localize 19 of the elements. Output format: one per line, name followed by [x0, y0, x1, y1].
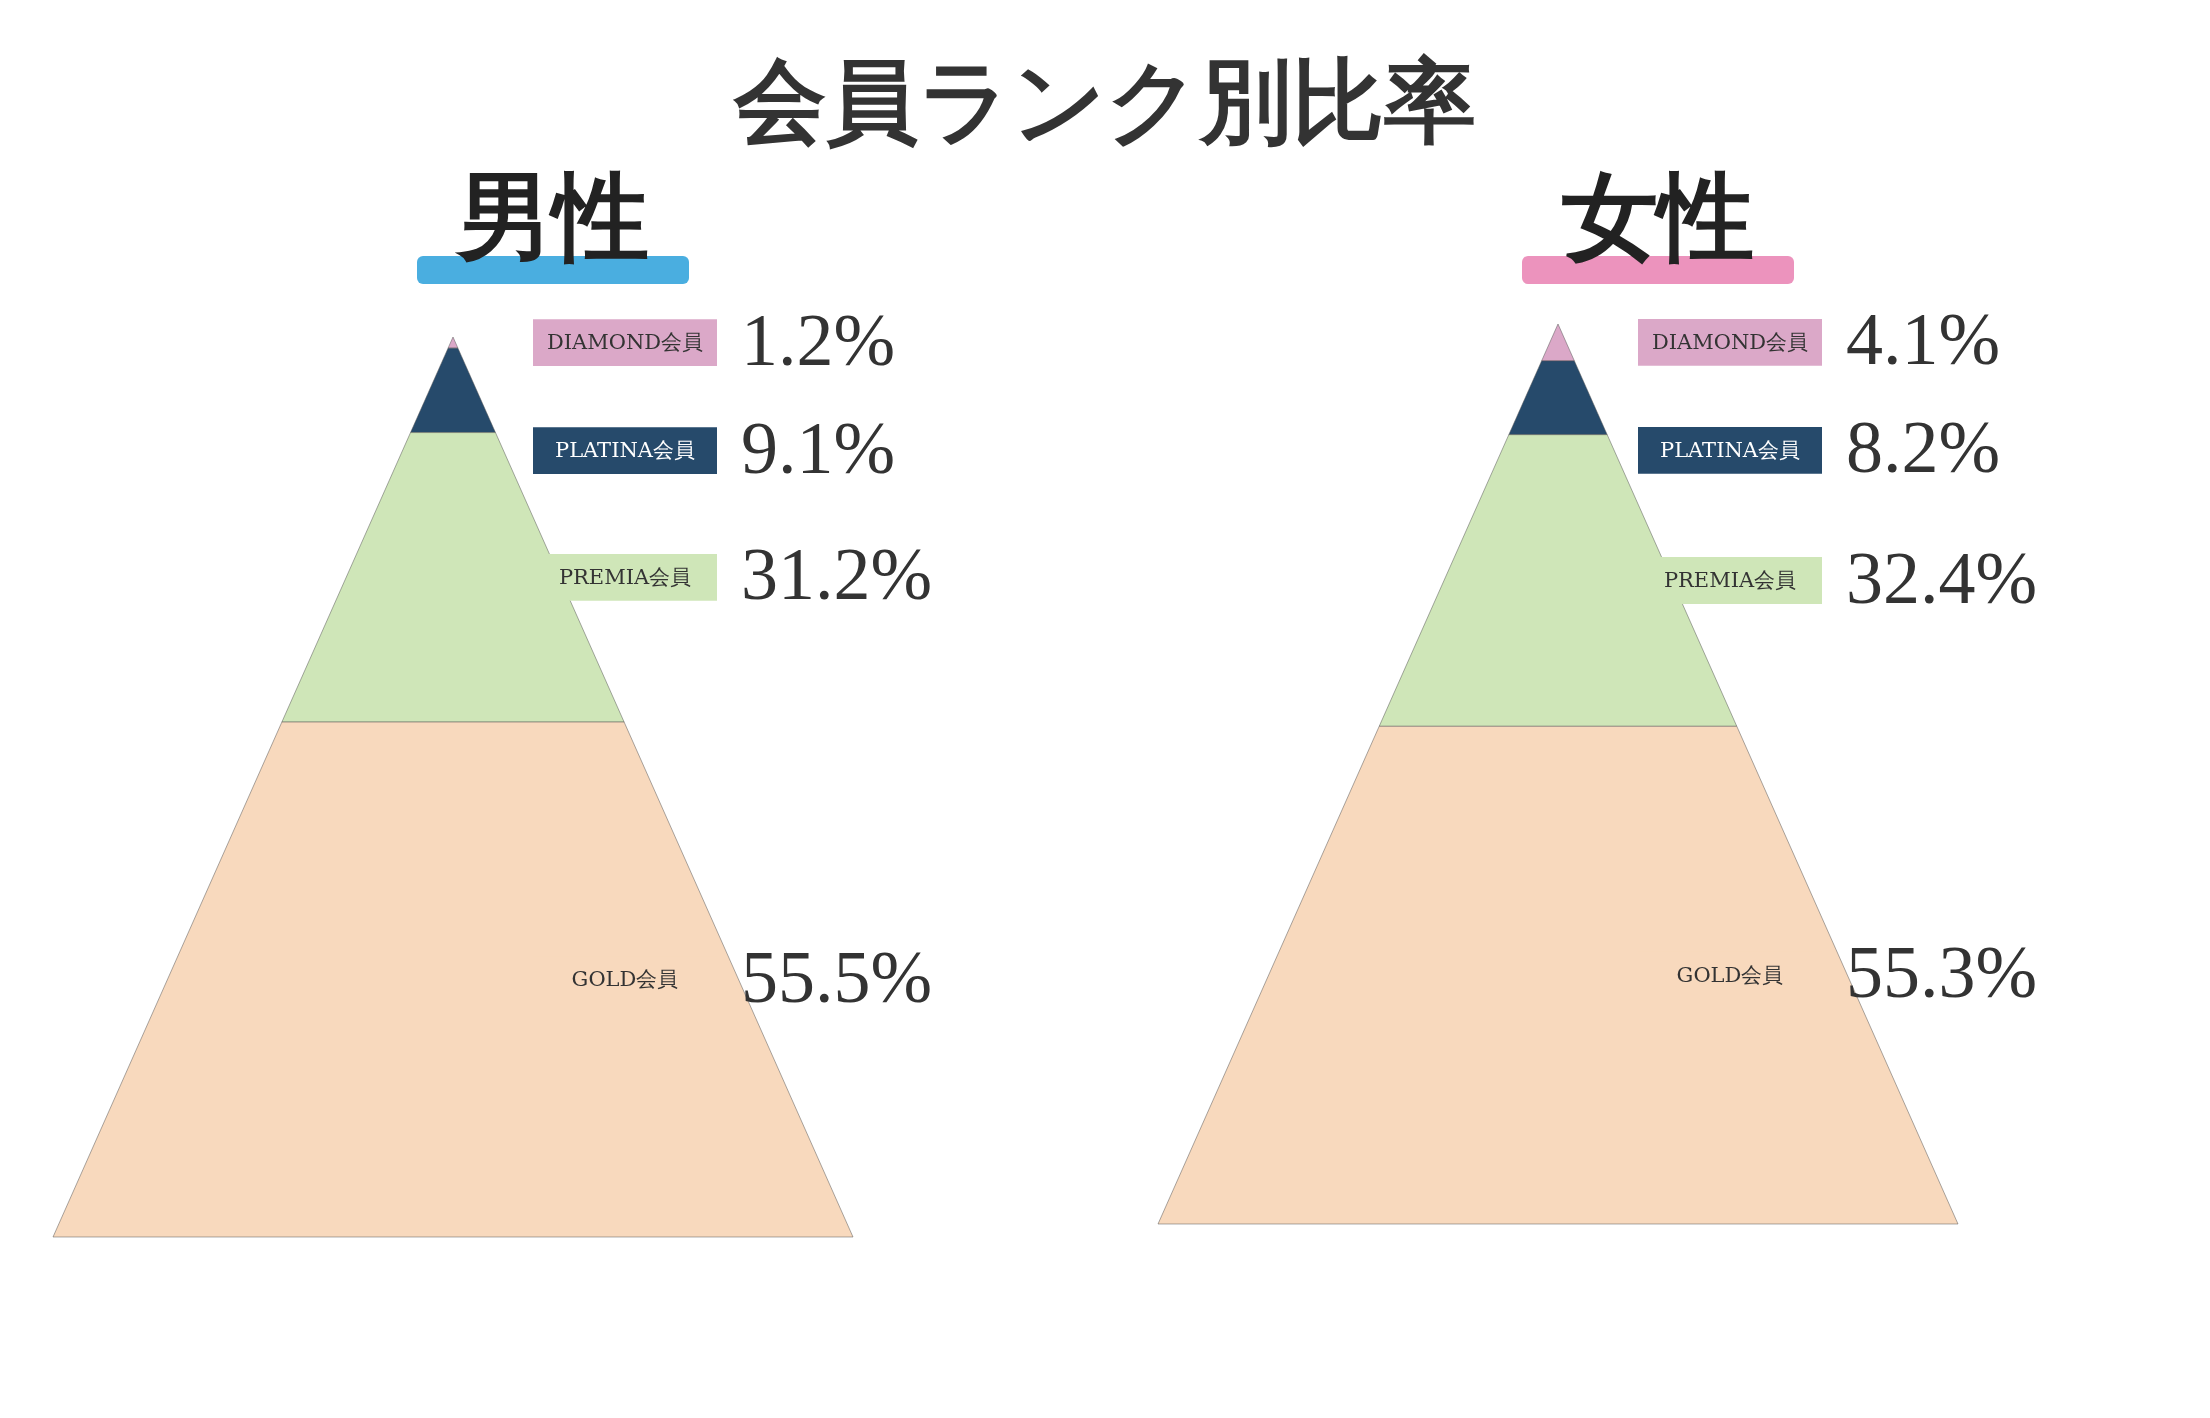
category-label: DIAMOND会員 — [1651, 329, 1808, 354]
text: 女性 — [1561, 160, 1754, 273]
data-label: 9.1% — [740, 406, 895, 489]
text: 男性 — [456, 160, 649, 273]
category-label: DIAMOND会員 — [546, 329, 703, 354]
data-label: 1.2% — [740, 298, 895, 381]
data-label: 55.3% — [1845, 930, 2037, 1013]
category-label: GOLD会員 — [571, 966, 678, 991]
category-label: PLATINA会員 — [554, 437, 695, 462]
category-label: GOLD会員 — [1676, 962, 1783, 987]
data-label: 8.2% — [1845, 406, 2000, 489]
data-label: 4.1% — [1845, 298, 2000, 381]
data-label: 55.5% — [740, 935, 932, 1018]
data-label: 32.4% — [1845, 536, 2037, 619]
category-label: PREMIA会員 — [558, 564, 691, 589]
category-label: PREMIA会員 — [1663, 567, 1796, 592]
data-label: 31.2% — [740, 532, 932, 615]
category-label: PLATINA会員 — [1659, 437, 1800, 462]
text: 会員ランク別比率 — [734, 48, 1476, 155]
